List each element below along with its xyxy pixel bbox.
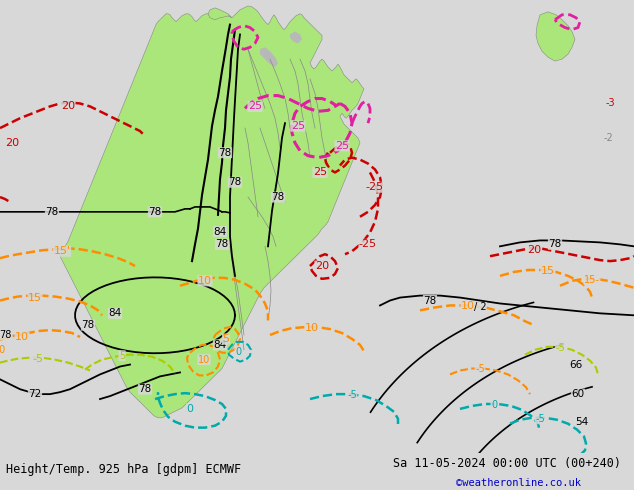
Text: 10: 10 xyxy=(15,332,29,342)
Text: -5: -5 xyxy=(535,414,545,424)
Text: 5: 5 xyxy=(119,351,125,361)
Text: 15-: 15- xyxy=(584,275,600,285)
Text: ©weatheronline.co.uk: ©weatheronline.co.uk xyxy=(456,478,581,488)
Text: 15': 15' xyxy=(53,246,70,256)
Text: 25: 25 xyxy=(335,141,349,151)
Text: 84: 84 xyxy=(108,308,122,318)
Text: 20: 20 xyxy=(61,101,75,111)
Text: 15: 15 xyxy=(541,266,555,276)
Text: -5: -5 xyxy=(475,365,485,374)
Text: 60: 60 xyxy=(571,389,585,399)
Text: 20: 20 xyxy=(527,245,541,255)
Text: 84: 84 xyxy=(214,226,226,237)
Text: -2: -2 xyxy=(603,133,613,143)
Text: 15: 15 xyxy=(28,293,42,302)
Text: 0: 0 xyxy=(186,404,193,414)
Text: 78: 78 xyxy=(271,192,285,202)
Polygon shape xyxy=(290,31,302,43)
Text: 20: 20 xyxy=(5,138,19,148)
Text: 78: 78 xyxy=(424,295,437,306)
Polygon shape xyxy=(208,8,232,20)
Text: -25: -25 xyxy=(359,239,377,249)
Text: -5: -5 xyxy=(555,343,565,353)
Polygon shape xyxy=(60,6,364,418)
Text: 25: 25 xyxy=(248,101,262,111)
Text: 78: 78 xyxy=(46,207,58,217)
Text: 10: 10 xyxy=(305,323,319,333)
Text: 10: 10 xyxy=(198,355,210,365)
Text: 10: 10 xyxy=(461,301,475,312)
Text: -25: -25 xyxy=(366,182,384,192)
Text: 5: 5 xyxy=(223,334,230,344)
Text: Height/Temp. 925 hPa [gdpm] ECMWF: Height/Temp. 925 hPa [gdpm] ECMWF xyxy=(6,463,242,476)
Text: 25: 25 xyxy=(313,168,327,177)
Text: Sa 11-05-2024 00:00 UTC (00+240): Sa 11-05-2024 00:00 UTC (00+240) xyxy=(393,457,621,470)
Text: 78: 78 xyxy=(81,320,94,330)
Text: 20: 20 xyxy=(315,261,329,271)
Text: 0: 0 xyxy=(235,347,241,357)
Text: 78: 78 xyxy=(216,239,229,249)
Text: 84: 84 xyxy=(214,340,226,350)
Text: 54: 54 xyxy=(576,416,588,427)
Polygon shape xyxy=(536,12,575,61)
Text: 78: 78 xyxy=(548,239,562,249)
Text: -5: -5 xyxy=(347,390,357,400)
Text: 78: 78 xyxy=(218,147,231,158)
Text: 72: 72 xyxy=(29,389,42,399)
Text: 0: 0 xyxy=(491,400,497,410)
Text: 78: 78 xyxy=(228,177,242,187)
Text: 78: 78 xyxy=(0,330,11,340)
Text: 10: 10 xyxy=(0,345,6,355)
Text: 66: 66 xyxy=(569,360,583,369)
Text: 78: 78 xyxy=(138,384,152,394)
Text: / 2: / 2 xyxy=(474,302,486,313)
Text: -3: -3 xyxy=(605,98,615,108)
Text: 10: 10 xyxy=(198,276,212,286)
Polygon shape xyxy=(260,48,278,67)
Text: 25: 25 xyxy=(291,121,305,131)
Text: 78: 78 xyxy=(148,207,162,217)
Text: -5: -5 xyxy=(32,354,44,364)
